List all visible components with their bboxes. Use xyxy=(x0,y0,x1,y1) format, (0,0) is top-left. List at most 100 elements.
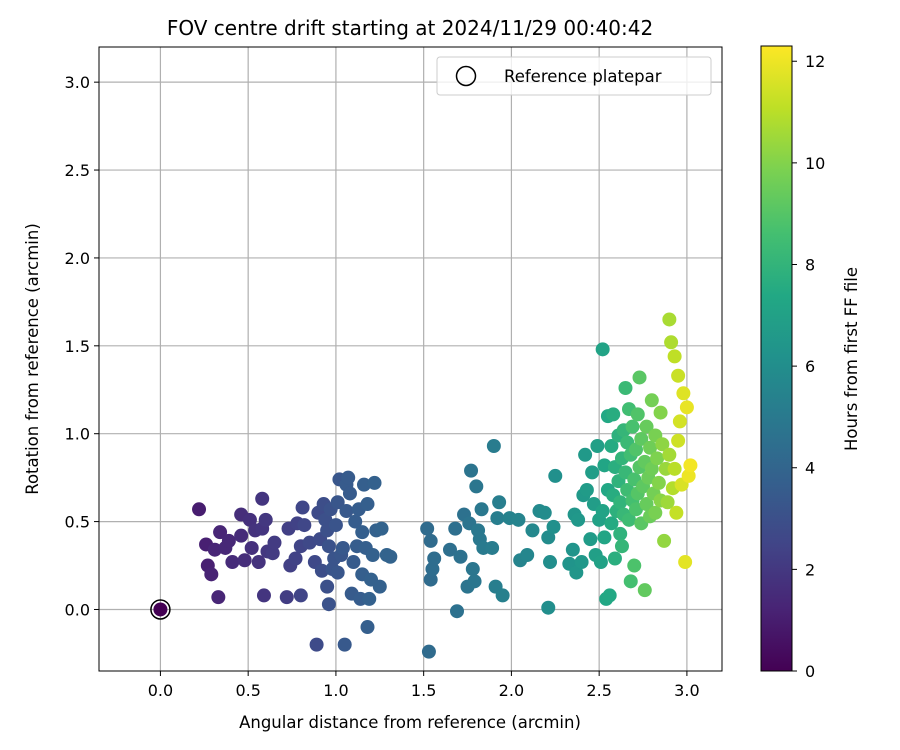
colorbar-tick-label: 6 xyxy=(805,357,815,376)
data-point xyxy=(356,477,371,492)
data-point xyxy=(192,502,207,517)
data-point xyxy=(655,437,670,452)
legend-box xyxy=(436,56,712,96)
reference-marker xyxy=(150,599,171,620)
y-axis-label: Rotation from reference (arcmin) xyxy=(23,223,42,495)
data-point xyxy=(355,525,370,540)
data-point xyxy=(337,637,352,652)
data-point xyxy=(265,546,280,561)
legend-marker xyxy=(455,65,477,87)
data-point xyxy=(595,504,610,519)
data-point xyxy=(467,574,482,589)
data-point xyxy=(234,528,249,543)
data-point xyxy=(627,558,642,573)
y-tick-label: 3.0 xyxy=(65,73,90,92)
data-point xyxy=(490,511,505,526)
data-point xyxy=(639,419,654,434)
data-point xyxy=(569,565,584,580)
y-tick-label: 1.5 xyxy=(65,337,90,356)
data-point xyxy=(423,572,438,587)
data-point xyxy=(495,588,510,603)
data-point xyxy=(595,342,610,357)
data-point xyxy=(621,512,636,527)
x-axis-ticks: 0.0 0.5 1.0 1.5 2.0 2.5 3.0 xyxy=(148,671,700,700)
data-point xyxy=(256,588,271,603)
data-point xyxy=(653,405,668,420)
data-point xyxy=(657,533,672,548)
data-point xyxy=(367,475,382,490)
data-point xyxy=(667,349,682,364)
data-point xyxy=(346,555,361,570)
data-point xyxy=(664,335,679,350)
data-points xyxy=(150,312,698,659)
x-tick-label: 2.5 xyxy=(586,681,611,700)
data-point xyxy=(360,497,375,512)
data-point xyxy=(251,555,266,570)
colorbar-tick-label: 12 xyxy=(805,52,825,71)
data-point xyxy=(669,505,684,520)
y-axis-ticks: 0.0 0.5 1.0 1.5 2.0 2.5 3.0 xyxy=(65,73,99,619)
data-point xyxy=(537,505,552,520)
x-tick-label: 2.0 xyxy=(499,681,524,700)
legend-label: Reference platepar xyxy=(504,67,662,86)
colorbar-label: Hours from first FF file xyxy=(842,267,861,451)
colorbar-ticks: 0 2 4 6 8 10 12 xyxy=(792,52,825,681)
data-point xyxy=(465,562,480,577)
data-point xyxy=(448,521,463,536)
data-point xyxy=(267,535,282,550)
data-point xyxy=(625,419,640,434)
data-point xyxy=(660,495,675,510)
data-point xyxy=(644,461,659,476)
data-point xyxy=(639,497,654,512)
data-point xyxy=(204,567,219,582)
data-point xyxy=(297,518,312,533)
data-point xyxy=(651,475,666,490)
data-point xyxy=(676,386,691,401)
data-point xyxy=(644,393,659,408)
data-point xyxy=(606,407,621,422)
x-tick-label: 1.0 xyxy=(323,681,348,700)
data-point xyxy=(630,407,645,422)
data-point xyxy=(648,505,663,520)
data-point xyxy=(314,563,329,578)
y-tick-label: 2.5 xyxy=(65,161,90,180)
data-point xyxy=(637,583,652,598)
x-tick-label: 3.0 xyxy=(674,681,699,700)
y-tick-label: 0.0 xyxy=(65,600,90,619)
legend: Reference platepar xyxy=(436,56,712,96)
data-point xyxy=(629,442,644,457)
plot-frame xyxy=(98,46,723,672)
y-tick-label: 0.5 xyxy=(65,513,90,532)
data-point xyxy=(342,486,357,501)
data-point xyxy=(453,549,468,564)
data-point xyxy=(341,470,356,485)
x-axis-label: Angular distance from reference (arcmin) xyxy=(239,713,581,732)
data-point xyxy=(511,512,526,527)
data-point xyxy=(237,553,252,568)
data-point xyxy=(543,555,558,570)
colorbar-tick-label: 2 xyxy=(805,560,815,579)
data-point xyxy=(597,530,612,545)
data-point xyxy=(365,547,380,562)
data-point xyxy=(450,604,465,619)
data-point xyxy=(362,591,377,606)
data-point xyxy=(309,637,324,652)
data-point xyxy=(541,530,556,545)
data-point xyxy=(607,551,622,566)
y-tick-label: 1.0 xyxy=(65,425,90,444)
data-point xyxy=(288,551,303,566)
data-point xyxy=(613,495,628,510)
data-point xyxy=(597,458,612,473)
data-point xyxy=(525,523,540,538)
data-point xyxy=(520,547,535,562)
data-point xyxy=(427,551,442,566)
data-point xyxy=(321,539,336,554)
data-point xyxy=(330,565,345,580)
data-point xyxy=(485,540,500,555)
data-point xyxy=(372,579,387,594)
data-point xyxy=(339,504,354,519)
data-point xyxy=(623,574,638,589)
data-point xyxy=(618,381,633,396)
